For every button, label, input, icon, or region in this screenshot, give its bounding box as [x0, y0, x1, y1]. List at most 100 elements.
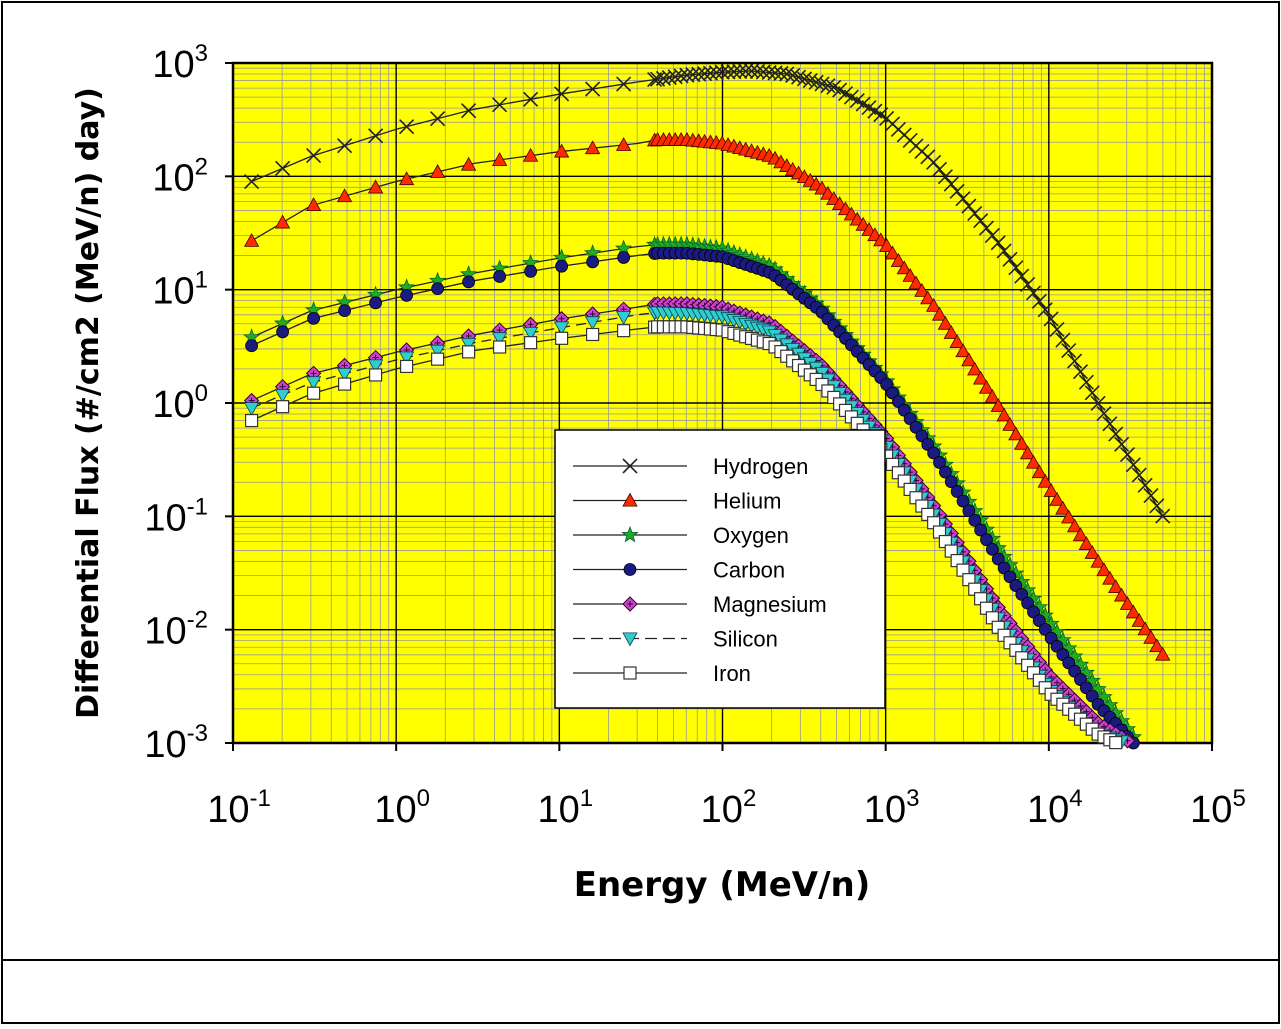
data-point — [1078, 374, 1094, 390]
data-point — [1131, 612, 1147, 627]
x-tick-label: 101 — [538, 785, 594, 831]
data-point — [1025, 285, 1042, 301]
data-point — [991, 552, 1005, 566]
data-point — [920, 290, 936, 305]
data-point — [1090, 395, 1106, 411]
data-point — [679, 67, 695, 83]
data-point — [726, 64, 742, 80]
x-tick-label: 100 — [374, 785, 430, 831]
data-point — [1055, 332, 1071, 348]
data-point — [1108, 426, 1124, 442]
data-point — [275, 400, 290, 414]
data-point — [615, 137, 632, 151]
data-point — [732, 63, 748, 80]
data-point — [949, 334, 965, 348]
data-point — [1015, 587, 1029, 601]
data-point — [524, 264, 538, 278]
data-point — [802, 73, 818, 89]
data-point — [1061, 509, 1077, 524]
data-point — [1014, 268, 1030, 284]
data-point — [616, 76, 632, 92]
legend-label: Iron — [713, 661, 751, 686]
data-point — [1119, 596, 1136, 610]
legend-marker — [622, 596, 638, 612]
legend-marker — [621, 525, 639, 543]
data-point — [890, 252, 907, 267]
data-point — [1043, 311, 1059, 327]
data-point — [1143, 629, 1159, 644]
legend: Hydrogen Helium Oxygen Carbon Magnesium Silic… — [554, 429, 886, 709]
data-point — [1119, 446, 1136, 463]
data-point — [1002, 416, 1018, 431]
data-point — [617, 251, 631, 264]
data-point — [493, 270, 507, 283]
data-point — [586, 327, 600, 342]
data-point — [968, 514, 982, 527]
legend-label: Hydrogen — [713, 454, 808, 479]
data-point — [996, 243, 1012, 259]
data-point — [1155, 508, 1171, 524]
data-point — [779, 66, 795, 82]
data-point — [908, 275, 924, 290]
data-point — [720, 64, 736, 80]
data-point — [1102, 570, 1118, 585]
data-point — [978, 379, 995, 394]
data-point — [367, 179, 384, 194]
data-point — [1031, 464, 1048, 479]
data-point — [491, 332, 508, 347]
data-point — [399, 119, 415, 135]
data-point — [585, 81, 601, 97]
data-point — [955, 343, 971, 358]
data-point — [522, 147, 539, 162]
data-point — [243, 232, 260, 247]
data-point — [967, 205, 983, 221]
data-point — [1096, 405, 1112, 422]
data-point — [338, 304, 351, 318]
data-point — [336, 367, 353, 382]
data-point — [1137, 621, 1153, 636]
data-point — [368, 368, 383, 382]
data-point — [369, 296, 382, 310]
data-point — [973, 213, 989, 229]
data-point — [336, 188, 353, 203]
data-point — [1027, 605, 1040, 619]
data-point — [337, 138, 353, 154]
data-point — [914, 282, 930, 297]
data-point — [431, 282, 445, 296]
y-tick-label: 100 — [152, 380, 208, 426]
data-point — [400, 288, 414, 302]
y-tick-label: 10-2 — [144, 607, 208, 653]
y-tick-label: 103 — [152, 40, 208, 86]
data-point — [430, 111, 446, 127]
data-point — [1043, 483, 1059, 497]
data-point — [1032, 614, 1046, 628]
data-point — [1025, 454, 1042, 469]
x-tick-label: 10-1 — [207, 785, 271, 831]
data-point — [306, 386, 321, 400]
data-point — [1155, 646, 1171, 661]
data-point — [902, 267, 918, 282]
x-axis-title: Energy (MeV/n) — [574, 865, 871, 905]
legend-item-carbon: Carbon — [573, 558, 785, 583]
data-point — [961, 198, 977, 214]
data-point — [617, 324, 631, 338]
data-point — [790, 69, 807, 85]
data-point — [274, 214, 291, 229]
data-point — [967, 361, 983, 376]
data-point — [820, 78, 836, 94]
data-point — [944, 475, 958, 489]
data-point — [1090, 553, 1106, 568]
data-point — [1061, 343, 1077, 359]
data-point — [943, 176, 959, 192]
series-iron — [244, 320, 1123, 750]
data-point — [1125, 604, 1142, 619]
data-point — [1008, 426, 1024, 441]
data-point — [974, 523, 988, 537]
data-point — [1037, 302, 1053, 318]
data-point — [1125, 457, 1141, 473]
data-point — [956, 494, 970, 508]
data-point — [1102, 416, 1118, 432]
